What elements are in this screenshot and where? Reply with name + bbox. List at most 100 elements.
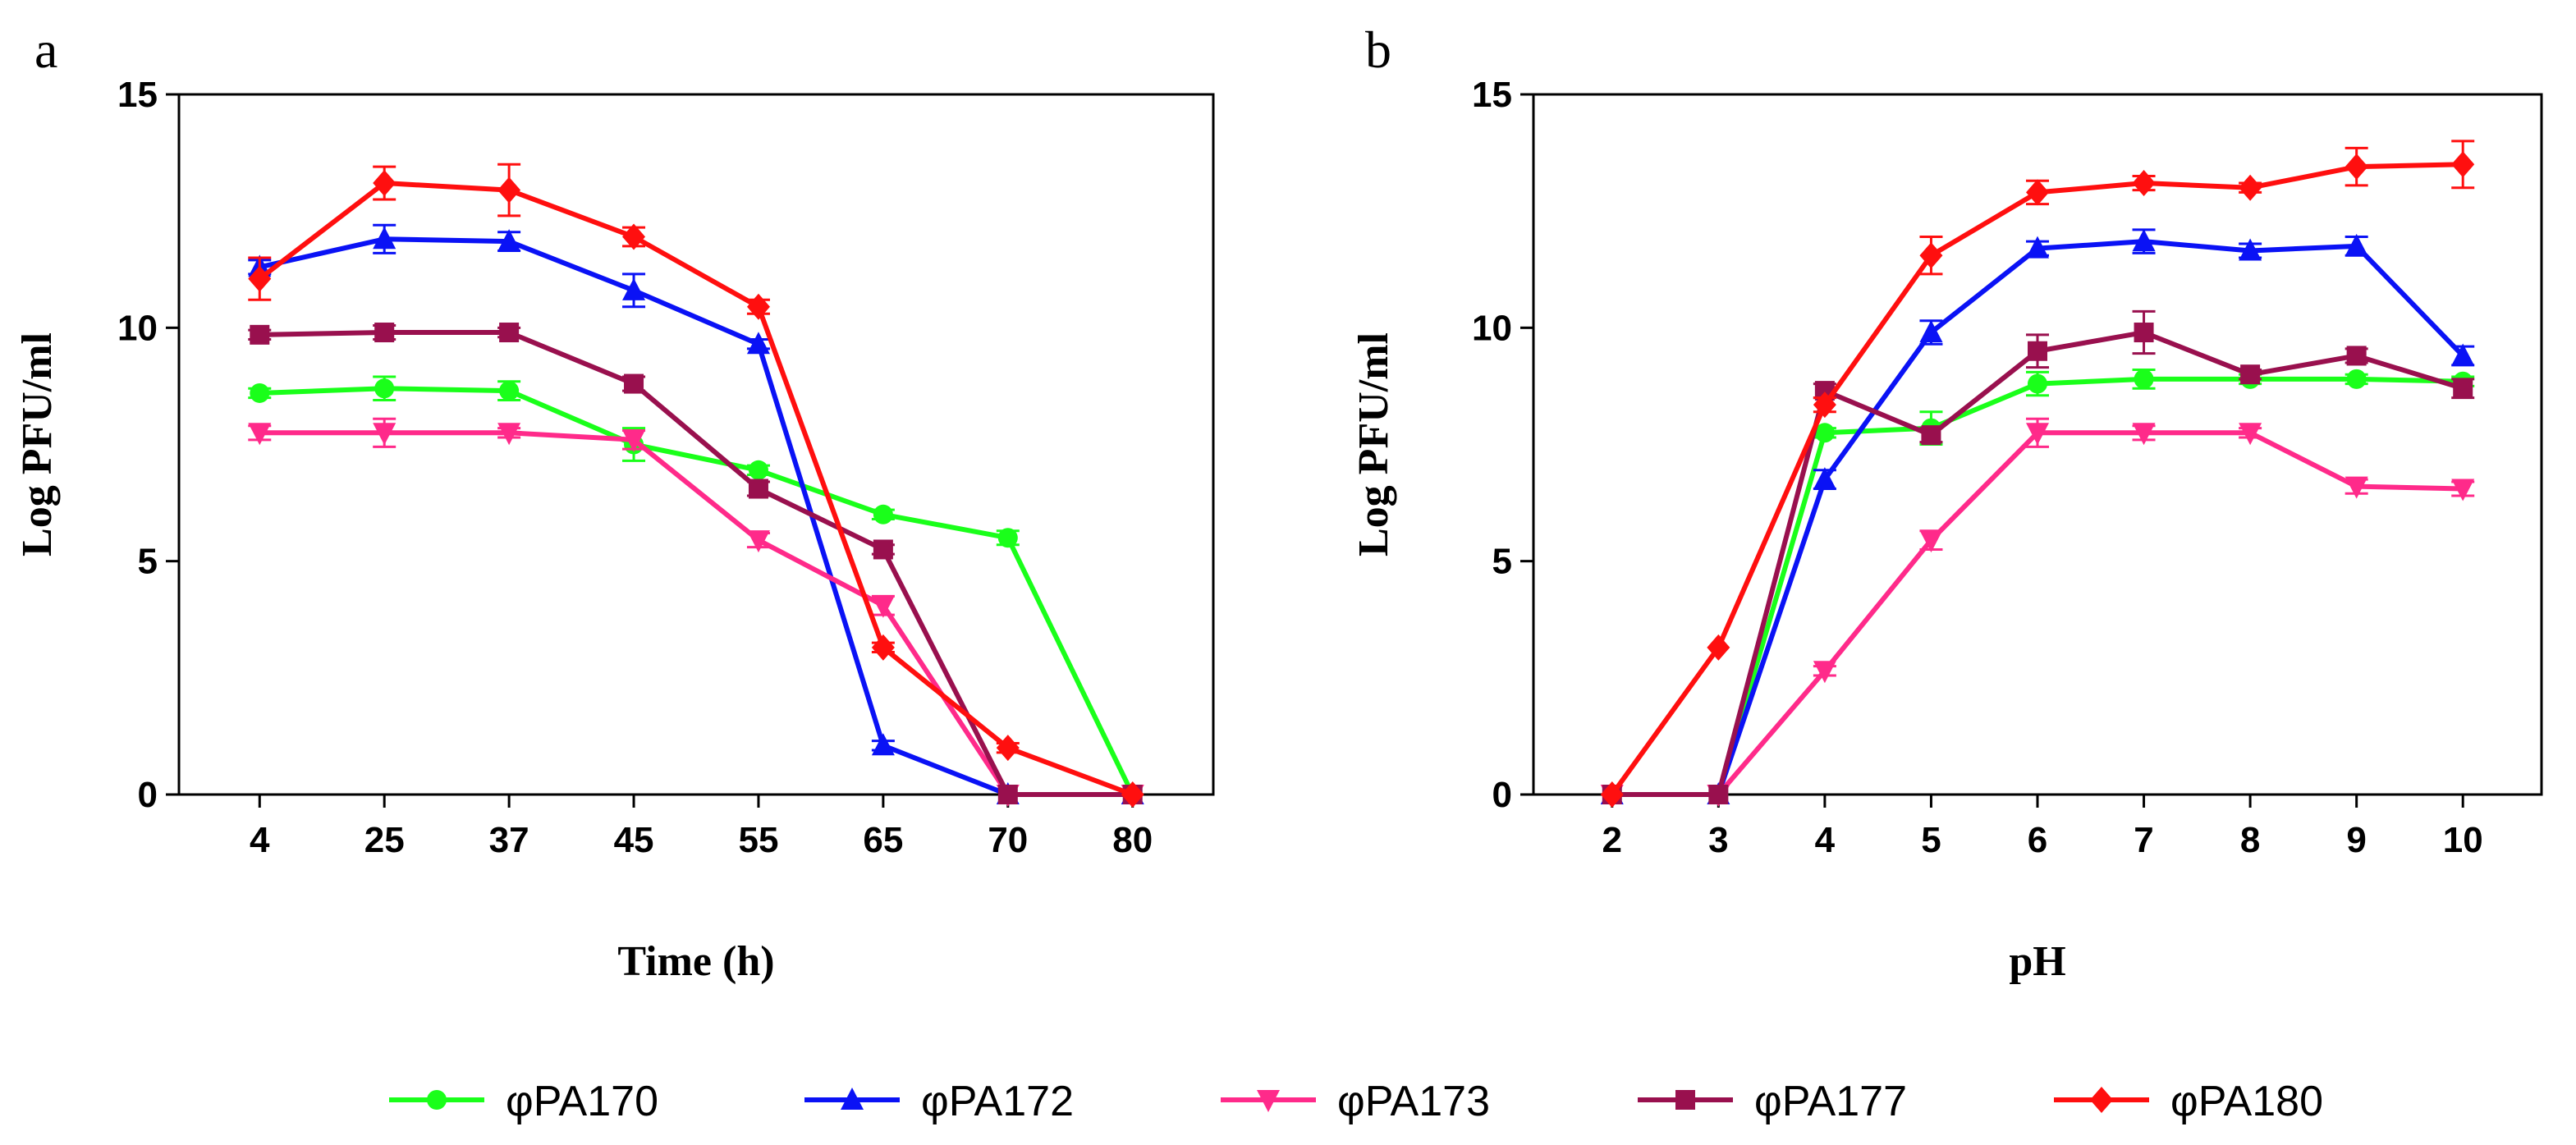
data-point: [2134, 323, 2154, 343]
x-tick-label: 7: [2134, 820, 2153, 860]
data-point: [624, 373, 644, 394]
data-point: [373, 227, 396, 250]
data-point: [2132, 423, 2156, 446]
x-tick-label: 4: [250, 820, 270, 860]
legend-label: φPA170: [506, 1078, 658, 1125]
data-point: [873, 539, 893, 560]
series-line: [258, 181, 1134, 797]
x-tick-label: 65: [863, 820, 903, 860]
data-point: [2453, 378, 2473, 399]
legend-label: φPA180: [2170, 1078, 2323, 1125]
data-point: [622, 277, 646, 300]
data-point: [622, 223, 646, 250]
data-point: [1814, 423, 1835, 443]
panel-letter: b: [1365, 21, 1391, 79]
series-line: [259, 386, 1135, 796]
data-point: [2028, 373, 2047, 394]
data-point: [2345, 153, 2368, 181]
legend-label: φPA172: [921, 1078, 1074, 1125]
data-point: [373, 170, 396, 197]
data-point: [997, 528, 1018, 548]
data-point: [1919, 320, 1943, 343]
y-tick-label: 5: [1492, 542, 1512, 582]
x-axis-title: pH: [2009, 938, 2065, 985]
y-tick-label: 15: [117, 75, 158, 115]
x-tick-label: 45: [614, 820, 654, 860]
data-point: [497, 229, 521, 252]
data-point: [1919, 530, 1943, 553]
x-tick-label: 8: [2240, 820, 2260, 860]
data-point: [1813, 661, 1836, 684]
legend-item-pa177: φPA177: [1638, 1078, 1907, 1125]
data-point: [2239, 238, 2262, 261]
data-point: [871, 634, 895, 661]
data-point: [2132, 229, 2156, 252]
data-point: [2026, 236, 2049, 259]
x-axis-title: Time (h): [617, 938, 774, 985]
data-point: [2345, 476, 2368, 499]
y-tick-label: 10: [117, 308, 158, 348]
series-pa172: [1600, 228, 2475, 804]
data-point: [1708, 785, 1729, 804]
y-axis-title: Log PFU/ml: [1350, 332, 1397, 556]
data-point: [248, 423, 272, 446]
data-point: [1919, 242, 1943, 269]
x-tick-label: 37: [489, 820, 529, 860]
panel-b: b 0 5 10 15 2 3 4 5 6 7 8 9 10 pH Log PFU/ml: [1350, 21, 2543, 985]
series-pa172: [248, 223, 1144, 804]
x-tick-label: 2: [1602, 820, 1622, 860]
legend-marker: [1257, 1090, 1280, 1112]
data-point: [2346, 369, 2367, 389]
legend-label: φPA177: [1754, 1078, 1907, 1125]
y-tick-label: 0: [1492, 775, 1512, 815]
data-point: [746, 530, 770, 553]
panel-a: a 0 5 10 15 4 25 37 45 55 65 70 80 Time (h) Log PFU/ml: [14, 21, 1215, 985]
series-line: [1611, 430, 2464, 797]
data-point: [1921, 425, 1941, 446]
x-tick-label: 4: [1815, 820, 1836, 860]
series-line: [259, 236, 1133, 797]
data-point: [2132, 170, 2156, 197]
legend-marker: [2090, 1087, 2113, 1113]
series-pa180: [248, 163, 1144, 808]
data-point: [497, 176, 521, 204]
x-tick-label: 6: [2028, 820, 2047, 860]
panel-letter: a: [34, 21, 57, 79]
data-point: [2346, 346, 2367, 366]
data-point: [497, 423, 521, 446]
data-point: [374, 378, 395, 399]
legend-marker: [841, 1088, 864, 1110]
data-point: [997, 785, 1018, 804]
data-point: [2026, 179, 2049, 206]
data-point: [2240, 364, 2261, 385]
x-tick-label: 70: [988, 820, 1028, 860]
series-pa180: [1600, 140, 2475, 808]
x-tick-label: 80: [1112, 820, 1153, 860]
data-point: [1813, 392, 1836, 419]
data-point: [748, 479, 768, 499]
data-point: [248, 265, 272, 292]
x-tick-label: 10: [2443, 820, 2483, 860]
data-point: [746, 293, 770, 320]
x-tick-label: 3: [1708, 820, 1728, 860]
series-line: [259, 330, 1133, 797]
data-point: [2451, 479, 2475, 502]
data-point: [996, 735, 1020, 762]
data-point: [2345, 233, 2368, 256]
data-point: [746, 332, 770, 355]
x-tick-label: 9: [2346, 820, 2366, 860]
data-point: [374, 323, 395, 343]
data-point: [871, 595, 895, 618]
legend-item-pa180: φPA180: [2054, 1078, 2323, 1125]
data-point: [2028, 341, 2047, 361]
legend-marker: [1675, 1090, 1695, 1110]
legend-item-pa172: φPA172: [804, 1078, 1074, 1125]
legend-marker: [427, 1090, 447, 1110]
data-point: [2134, 369, 2154, 389]
data-point: [1707, 634, 1730, 661]
data-point: [2239, 423, 2262, 446]
data-point: [250, 324, 270, 345]
data-point: [748, 460, 768, 480]
data-point: [2239, 174, 2262, 201]
